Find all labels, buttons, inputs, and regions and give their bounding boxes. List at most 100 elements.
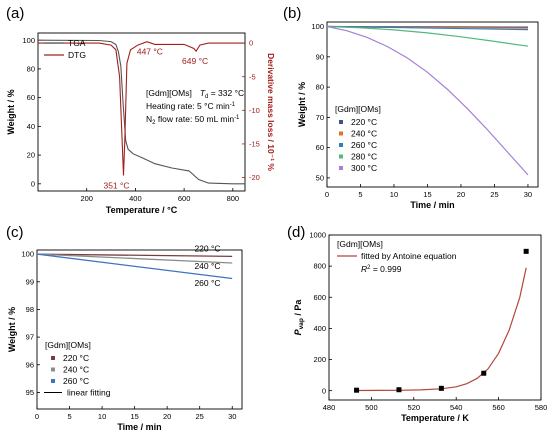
panel-c-x-tick-label: 0 <box>35 412 39 421</box>
panel-a-y-tick-label: 60 <box>27 93 35 102</box>
panel-c-x-tick-label: 15 <box>130 412 138 421</box>
panel-a-y2-tick-label: -10 <box>249 106 260 115</box>
panel-b-x-tick-label: 25 <box>490 190 498 199</box>
panel-b-y-tick-label: 80 <box>316 83 324 92</box>
panel-c-x-tick-label: 30 <box>228 412 236 421</box>
panel-b-legend-marker <box>339 120 343 124</box>
panel-c-x-ticks: 0 5 10 15 20 25 30 <box>35 406 236 421</box>
panel-b-y-ticks: 50 60 70 80 90 100 <box>311 22 330 183</box>
panel-b-series-line <box>326 25 529 47</box>
panel-a-x-tick-label: 400 <box>129 194 142 203</box>
panel-b-x-tick-label: 30 <box>524 190 532 199</box>
panel-c-y-axis-label: Weight / % <box>7 307 17 352</box>
panel-c-y-tick-label: 99 <box>26 277 34 286</box>
panel-b-y-tick-label: 60 <box>316 143 324 152</box>
panel-c-legend-title: [Gdm][OMs] <box>45 340 91 350</box>
panel-b-x-tick-label: 5 <box>358 190 362 199</box>
panel-b-y-axis-label: Weight / % <box>297 82 307 127</box>
panel-c-y-tick-label: 97 <box>26 333 34 342</box>
panel-c-x-axis-label: Time / min <box>117 422 161 432</box>
panel-b-x-tick-label: 20 <box>457 190 465 199</box>
panel-c-legend-label: 260 °C <box>63 376 89 386</box>
panel-b-x-axis-label: Time / min <box>410 200 454 210</box>
panel-d-antoine-fit-curve <box>356 267 527 392</box>
panel-c-y-tick-label: 96 <box>26 360 34 369</box>
panel-d-r-squared: R2 = 0.999 <box>361 264 402 274</box>
panel-a-legend-label: TGA <box>68 38 86 48</box>
panel-c-x-tick-label: 20 <box>163 412 171 421</box>
panel-c-y-tick-label: 95 <box>26 388 34 397</box>
panel-a-y-tick-label: 20 <box>27 151 35 160</box>
panel-c-legend-label: 240 °C <box>63 365 89 375</box>
panel-d: (d) 480 500 520 540 560 580 0 200 400 600 800 1000 Te… <box>287 224 547 423</box>
panel-c-series-annotation: 260 °C <box>194 278 220 288</box>
panel-d-y-axis-label: Pvap / Pa <box>293 299 305 336</box>
panel-b-legend-title: [Gdm][OMs] <box>335 104 381 114</box>
panel-d-data-point <box>354 387 360 393</box>
panel-a-x-axis-label: Temperature / °C <box>106 205 178 215</box>
panel-b-y-tick-label: 100 <box>311 22 324 31</box>
panel-a-peak-annotation: 649 °C <box>182 56 208 66</box>
panel-a-series-dtg-line <box>38 41 245 176</box>
panel-b-legend-label: 260 °C <box>351 140 377 150</box>
panel-c-series-annotation: 220 °C <box>194 243 220 253</box>
panel-d-y-tick-label: 1000 <box>309 231 326 240</box>
panel-a-y-tick-label: 0 <box>31 179 35 188</box>
panel-b-x-ticks: 0 5 10 15 20 25 30 <box>325 184 532 199</box>
panel-b-legend-marker <box>339 131 343 136</box>
panel-d-x-ticks: 480 500 520 540 560 580 <box>323 397 548 412</box>
panel-c: (c) 0 5 10 15 20 25 30 95 96 97 98 99 100 Time / min We… <box>6 224 243 432</box>
panel-b-y-tick-label: 70 <box>316 113 324 122</box>
panel-a-y2-tick-label: -5 <box>249 72 256 81</box>
panel-d-plot-frame <box>328 234 542 401</box>
panel-b-legend-label: 280 °C <box>351 152 377 162</box>
panel-b-y-tick-label: 90 <box>316 52 324 61</box>
panel-b-legend-label: 300 °C <box>351 163 377 173</box>
panel-a-peak-annotation: 447 °C <box>137 47 163 57</box>
panel-b-label: (b) <box>283 5 301 22</box>
panel-c-y-tick-label: 98 <box>26 305 34 314</box>
panel-b-legend-label: 240 °C <box>351 129 377 139</box>
panel-c-legend-label: 220 °C <box>63 353 89 363</box>
panel-a-y2-tick-label: -15 <box>249 140 260 149</box>
panel-d-x-tick-label: 520 <box>408 403 421 412</box>
panel-b-legend-marker <box>339 166 343 170</box>
panel-a-x-tick-label: 200 <box>80 194 93 203</box>
panel-d-data-point <box>523 248 529 254</box>
panel-b-legend-label: 220 °C <box>351 117 377 127</box>
panel-c-x-tick-label: 10 <box>98 412 106 421</box>
panel-b-y-tick-label: 50 <box>316 174 324 183</box>
panel-c-series-annotation: 240 °C <box>194 261 220 271</box>
panel-a-y2-tick-label: 0 <box>249 39 253 48</box>
panel-d-y-tick-label: 400 <box>313 324 326 333</box>
panel-d-legend-fit-label: fitted by Antoine equation <box>361 251 457 261</box>
panel-c-x-tick-label: 25 <box>196 412 204 421</box>
panel-a-peak-annotation: 351 °C <box>103 181 129 191</box>
panel-d-y-tick-label: 600 <box>313 293 326 302</box>
panel-c-legend-marker <box>51 379 55 383</box>
panel-b-series-line <box>326 25 529 31</box>
panel-a-y-axis-label: Weight / % <box>6 89 16 134</box>
panel-a-label: (a) <box>6 5 24 22</box>
panel-c-label: (c) <box>6 224 24 241</box>
panel-a-y2-axis-label: Derivative mass loss / 10⁻¹ % <box>266 53 276 171</box>
panel-d-y-tick-label: 0 <box>322 386 326 395</box>
panel-c-series-line <box>36 253 233 280</box>
panel-a-y-tick-label: 40 <box>27 122 35 131</box>
panel-d-legend-title: [Gdm][OMs] <box>337 239 383 249</box>
panel-d-y-tick-label: 800 <box>313 262 326 271</box>
panel-b-legend-marker <box>339 154 343 159</box>
panel-b-x-tick-label: 0 <box>325 190 329 199</box>
panel-a-y-tick-label: 80 <box>27 65 35 74</box>
panel-c-series-line <box>36 253 233 264</box>
panel-a: (a) 200 400 600 800 0 20 40 60 80 100 0 -5 -10 -15 -20 T… <box>6 5 276 215</box>
panel-d-y-tick-label: 200 <box>313 355 326 364</box>
panel-c-y-tick-label: 100 <box>21 250 34 259</box>
panel-a-x-tick-label: 800 <box>227 194 240 203</box>
panel-a-info-compound: [Gdm][OMs] Td = 332 °C <box>146 88 244 100</box>
panel-a-info-flow-rate: N2 flow rate: 50 mL min-1 <box>146 114 240 126</box>
panel-d-x-tick-label: 580 <box>535 403 548 412</box>
panel-a-legend-label: DTG <box>68 50 86 60</box>
